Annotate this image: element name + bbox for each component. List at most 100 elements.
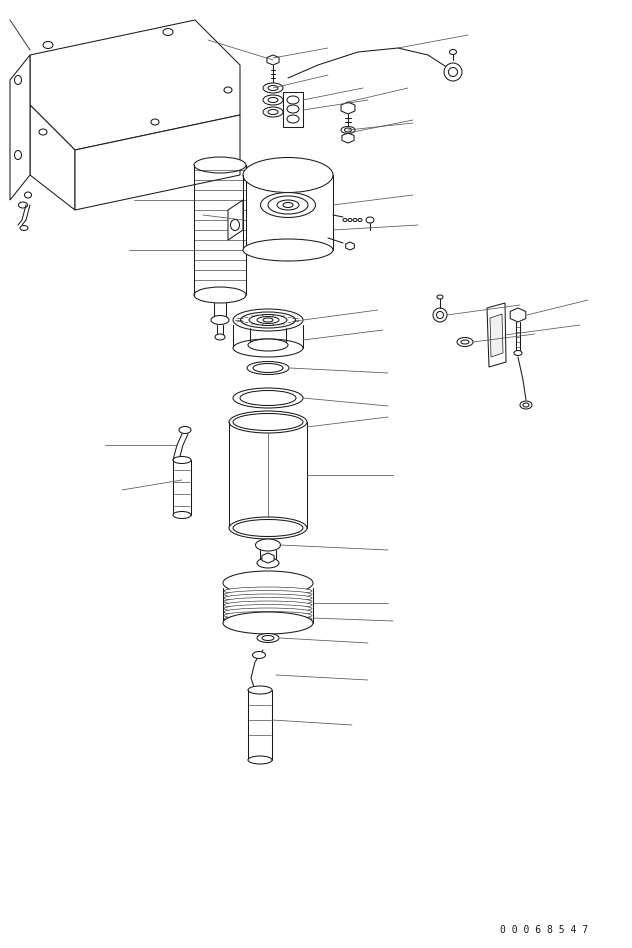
Ellipse shape — [449, 49, 456, 54]
Ellipse shape — [283, 203, 293, 208]
Ellipse shape — [233, 520, 303, 537]
Ellipse shape — [262, 635, 274, 641]
Polygon shape — [510, 308, 526, 322]
Ellipse shape — [248, 339, 288, 351]
Ellipse shape — [353, 218, 357, 222]
Ellipse shape — [268, 98, 278, 102]
Polygon shape — [341, 102, 355, 114]
Ellipse shape — [243, 157, 333, 192]
Ellipse shape — [25, 192, 32, 198]
Polygon shape — [267, 55, 279, 65]
Ellipse shape — [224, 618, 312, 627]
Ellipse shape — [215, 334, 225, 340]
Ellipse shape — [449, 67, 458, 77]
Polygon shape — [75, 115, 240, 210]
Ellipse shape — [229, 411, 307, 433]
Polygon shape — [346, 242, 355, 250]
Polygon shape — [490, 314, 503, 357]
Ellipse shape — [233, 413, 303, 430]
Ellipse shape — [151, 119, 159, 125]
Ellipse shape — [366, 217, 374, 223]
Ellipse shape — [223, 571, 313, 595]
Ellipse shape — [341, 126, 355, 134]
Ellipse shape — [457, 337, 473, 347]
Ellipse shape — [39, 129, 47, 135]
Ellipse shape — [243, 239, 333, 261]
Ellipse shape — [241, 312, 296, 328]
Ellipse shape — [20, 226, 28, 230]
Ellipse shape — [277, 200, 299, 210]
Ellipse shape — [18, 202, 28, 208]
Ellipse shape — [247, 361, 289, 374]
Ellipse shape — [257, 558, 279, 568]
Ellipse shape — [348, 218, 352, 222]
Ellipse shape — [263, 318, 273, 322]
Ellipse shape — [287, 96, 299, 104]
Text: 0 0 0 6 8 5 4 7: 0 0 0 6 8 5 4 7 — [500, 925, 588, 935]
Ellipse shape — [520, 401, 532, 409]
Ellipse shape — [255, 539, 281, 551]
Ellipse shape — [233, 388, 303, 408]
Ellipse shape — [263, 83, 283, 93]
Ellipse shape — [15, 76, 21, 84]
Ellipse shape — [268, 196, 308, 214]
Ellipse shape — [461, 340, 469, 344]
Ellipse shape — [260, 192, 315, 217]
Ellipse shape — [224, 615, 312, 623]
Ellipse shape — [224, 87, 232, 93]
Ellipse shape — [257, 633, 279, 643]
Polygon shape — [30, 105, 75, 210]
Ellipse shape — [163, 28, 173, 35]
Ellipse shape — [268, 85, 278, 90]
Ellipse shape — [268, 110, 278, 115]
Ellipse shape — [523, 403, 529, 407]
Ellipse shape — [194, 157, 246, 173]
Polygon shape — [487, 303, 506, 367]
Ellipse shape — [233, 339, 303, 357]
Bar — [283, 92, 303, 127]
Ellipse shape — [444, 63, 462, 81]
Ellipse shape — [248, 686, 272, 694]
Ellipse shape — [433, 308, 447, 322]
Ellipse shape — [263, 95, 283, 105]
Polygon shape — [10, 55, 30, 200]
Ellipse shape — [179, 427, 191, 433]
Polygon shape — [262, 553, 274, 563]
Ellipse shape — [224, 597, 312, 606]
Ellipse shape — [43, 42, 53, 48]
Ellipse shape — [224, 608, 312, 616]
Ellipse shape — [253, 363, 283, 373]
Ellipse shape — [224, 605, 312, 612]
Ellipse shape — [263, 107, 283, 117]
Ellipse shape — [194, 287, 246, 303]
Ellipse shape — [231, 220, 240, 230]
Ellipse shape — [173, 512, 191, 519]
Ellipse shape — [253, 651, 265, 659]
Ellipse shape — [514, 351, 522, 356]
Ellipse shape — [224, 601, 312, 609]
Ellipse shape — [15, 151, 21, 159]
Ellipse shape — [224, 591, 312, 598]
Ellipse shape — [287, 115, 299, 123]
Ellipse shape — [211, 316, 229, 324]
Polygon shape — [30, 20, 240, 150]
Ellipse shape — [343, 218, 347, 222]
Ellipse shape — [437, 295, 443, 299]
Ellipse shape — [358, 218, 362, 222]
Ellipse shape — [223, 612, 313, 634]
Ellipse shape — [229, 517, 307, 539]
Ellipse shape — [173, 457, 191, 464]
Ellipse shape — [437, 312, 444, 319]
Ellipse shape — [248, 756, 272, 764]
Ellipse shape — [233, 309, 303, 331]
Ellipse shape — [344, 128, 351, 132]
Polygon shape — [228, 200, 243, 240]
Ellipse shape — [287, 105, 299, 113]
Polygon shape — [342, 133, 354, 143]
Ellipse shape — [240, 391, 296, 406]
Ellipse shape — [249, 315, 287, 325]
Ellipse shape — [257, 317, 279, 323]
Ellipse shape — [224, 587, 312, 595]
Ellipse shape — [224, 611, 312, 619]
Ellipse shape — [224, 594, 312, 602]
